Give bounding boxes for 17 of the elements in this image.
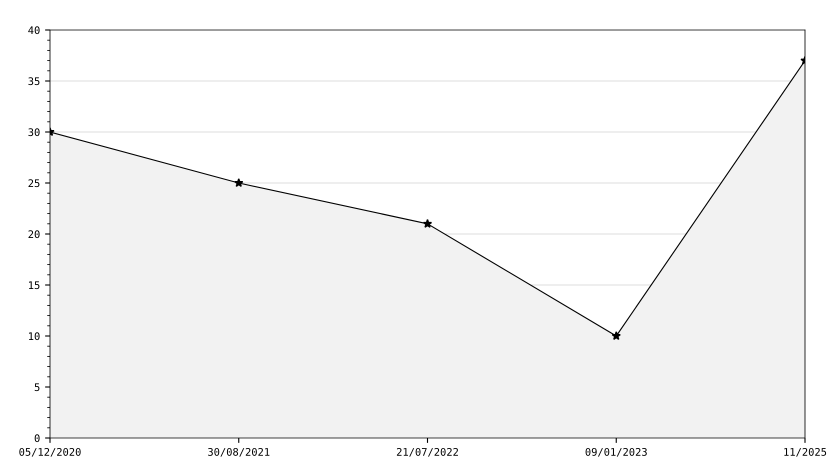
y-tick-label: 5 — [34, 383, 40, 392]
y-tick-label: 30 — [28, 128, 40, 136]
point — [612, 331, 621, 340]
x-tick-label: 21/07/2022 — [396, 448, 458, 457]
y-tick-label: 15 — [28, 281, 40, 290]
x-tick-label: 30/08/2021 — [208, 448, 270, 457]
y-tick-label: 40 — [28, 26, 40, 34]
y-tick-label: 20 — [28, 230, 40, 238]
y-tick-label: 10 — [28, 332, 40, 340]
y-tick-label: 25 — [28, 179, 40, 188]
point — [234, 178, 244, 188]
x-tick-label: 11/2025 — [784, 448, 826, 457]
y-tick-label: 0 — [34, 434, 40, 442]
x-tick-label: 05/12/2020 — [19, 448, 81, 457]
point — [422, 218, 432, 228]
x-tick-label: 09/01/2023 — [586, 448, 647, 457]
y-tick-label: 35 — [28, 77, 40, 86]
